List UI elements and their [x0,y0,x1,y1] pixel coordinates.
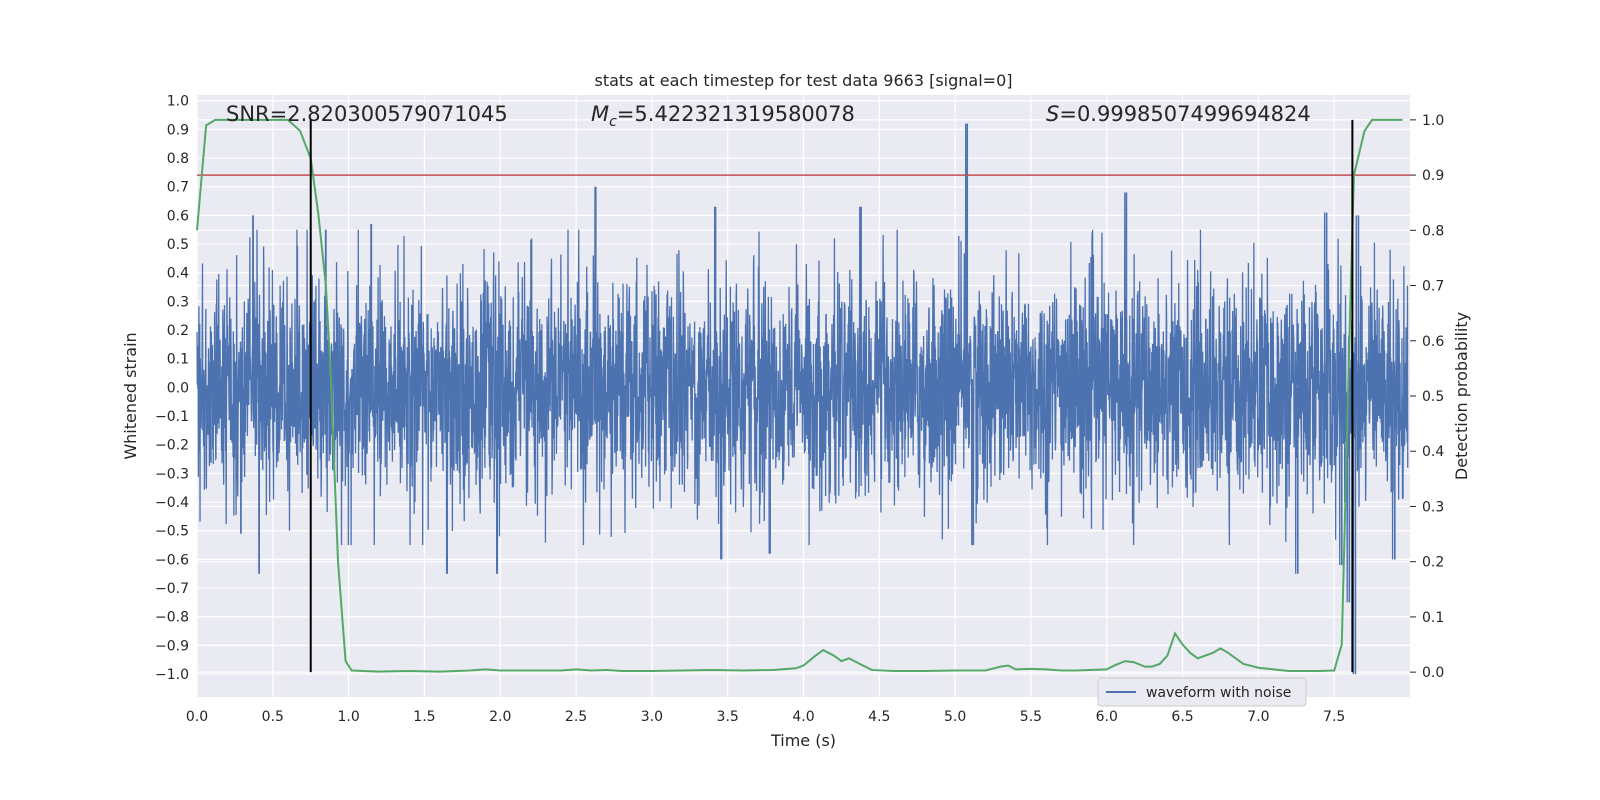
chirp-mass-annotation: Mc=5.422321319580078 [591,102,855,130]
legend-entry: waveform with noise [1146,685,1291,701]
x-tick-label: 6.5 [1171,709,1193,725]
y-tick-label: −0.2 [155,438,189,454]
waveform-series [196,123,1409,675]
s-symbol: S [1046,102,1059,126]
y-tick-label: 0.0 [167,380,189,396]
legend: waveform with noise [1097,677,1307,707]
y-tick-label: 0.9 [167,122,189,138]
x-tick-label: 1.0 [337,709,359,725]
y-tick-label: 0.5 [167,237,189,253]
y2-tick-label: 0.3 [1422,499,1444,515]
x-axis-label: Time (s) [770,731,836,750]
y2-tick-label: 1.0 [1422,113,1444,129]
x-tick-label: 3.0 [641,709,663,725]
legend-box [1097,677,1307,707]
y-tick-label: 0.4 [167,266,189,282]
y-tick-label: −0.6 [155,552,189,568]
y-tick-label: −0.7 [155,581,189,597]
x-tick-label: 5.0 [944,709,966,725]
mc-subscript: c [609,114,617,130]
x-tick-label: 2.0 [489,709,511,725]
y2-tick-label: 0.8 [1422,223,1444,239]
y-tick-label: −0.1 [155,409,189,425]
y2-tick-label: 0.6 [1422,334,1444,350]
y-axis-ticks: 1.0 0.9 0.8 0.7 0.6 0.5 0.4 0.3 0.2 0.1 0.0 −0.1 −0.… [155,94,189,683]
y2-tick-label: 0.7 [1422,279,1444,295]
y-tick-label: 0.2 [167,323,189,339]
y2-axis-ticks: 1.0 0.9 0.8 0.7 0.6 0.5 0.4 0.3 0.2 0.1 0.0 [1410,113,1444,681]
y-tick-label: 0.6 [167,208,189,224]
snr-annotation: SNR=2.820300579071045 [226,102,508,126]
y-tick-label: 0.1 [167,352,189,368]
y-tick-label: −1.0 [155,667,189,683]
y2-tick-label: 0.2 [1422,555,1444,571]
statistic-annotation: S=0.9998507499694824 [1046,102,1311,126]
y2-tick-label: 0.1 [1422,610,1444,626]
y-tick-label: 0.8 [167,151,189,167]
x-tick-label: 6.0 [1096,709,1118,725]
x-tick-label: 0.5 [262,709,284,725]
x-tick-label: 4.0 [792,709,814,725]
y2-tick-label: 0.4 [1422,444,1444,460]
probability-line [196,118,1403,673]
y-tick-label: −0.5 [155,524,189,540]
x-tick-label: 4.5 [868,709,890,725]
y-axis-label: Whitened strain [121,332,140,459]
overlay-layer [196,118,1410,673]
y-tick-label: 1.0 [167,94,189,110]
y-tick-label: −0.9 [155,638,189,654]
y-tick-label: −0.8 [155,610,189,626]
x-tick-label: 2.5 [565,709,587,725]
y2-axis-label: Detection probability [1452,312,1471,480]
x-tick-label: 7.0 [1247,709,1269,725]
y-tick-label: 0.3 [167,294,189,310]
y-tick-label: −0.3 [155,466,189,482]
x-tick-label: 7.5 [1323,709,1345,725]
y2-tick-label: 0.5 [1422,389,1444,405]
y-tick-label: 0.7 [167,180,189,196]
mc-value: =5.422321319580078 [617,102,855,126]
x-tick-label: 0.0 [186,709,208,725]
mc-symbol: M [591,102,609,126]
x-tick-label: 3.5 [717,709,739,725]
y-tick-label: −0.4 [155,495,189,511]
y2-tick-label: 0.9 [1422,168,1444,184]
chart-title: stats at each timestep for test data 966… [594,71,1012,90]
x-tick-label: 5.5 [1020,709,1042,725]
x-axis-ticks: 0.0 0.5 1.0 1.5 2.0 2.5 3.0 3.5 4.0 4.5 5.0 5.5 6.0 6… [186,709,1345,725]
x-tick-label: 1.5 [413,709,435,725]
s-value: =0.9998507499694824 [1059,102,1310,126]
y2-tick-label: 0.0 [1422,665,1444,681]
waveform-line [196,123,1409,675]
